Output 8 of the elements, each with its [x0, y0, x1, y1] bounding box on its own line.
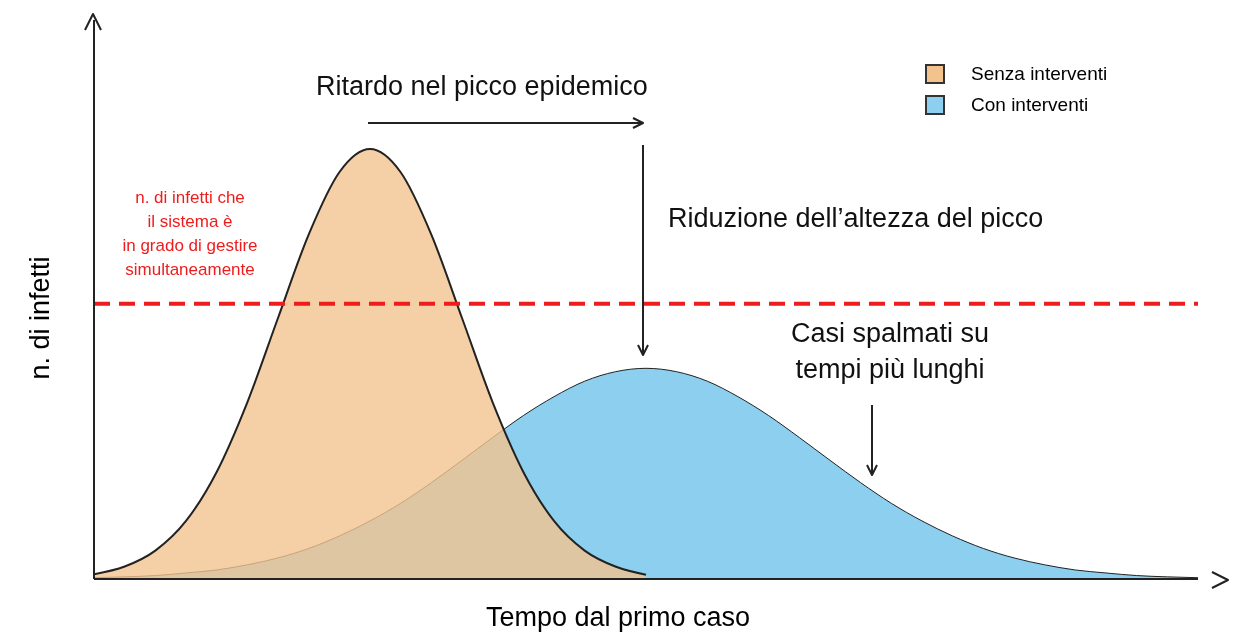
legend-label: Senza interventi: [971, 62, 1108, 86]
x-axis-title: Tempo dal primo caso: [484, 602, 752, 633]
ref-line-label: n. di infetti che il sistema è in grado di gestire simultaneamente: [121, 187, 259, 281]
text: Ritardo nel picco epidemico: [316, 70, 648, 103]
annotation: Riduzione dell’altezza del picco: [668, 202, 1044, 235]
annotation: Casi spalmati su tempi più lunghi: [789, 317, 991, 386]
y-axis-title: n. di infetti: [24, 255, 56, 382]
legend-label: Con interventi: [971, 93, 1089, 117]
